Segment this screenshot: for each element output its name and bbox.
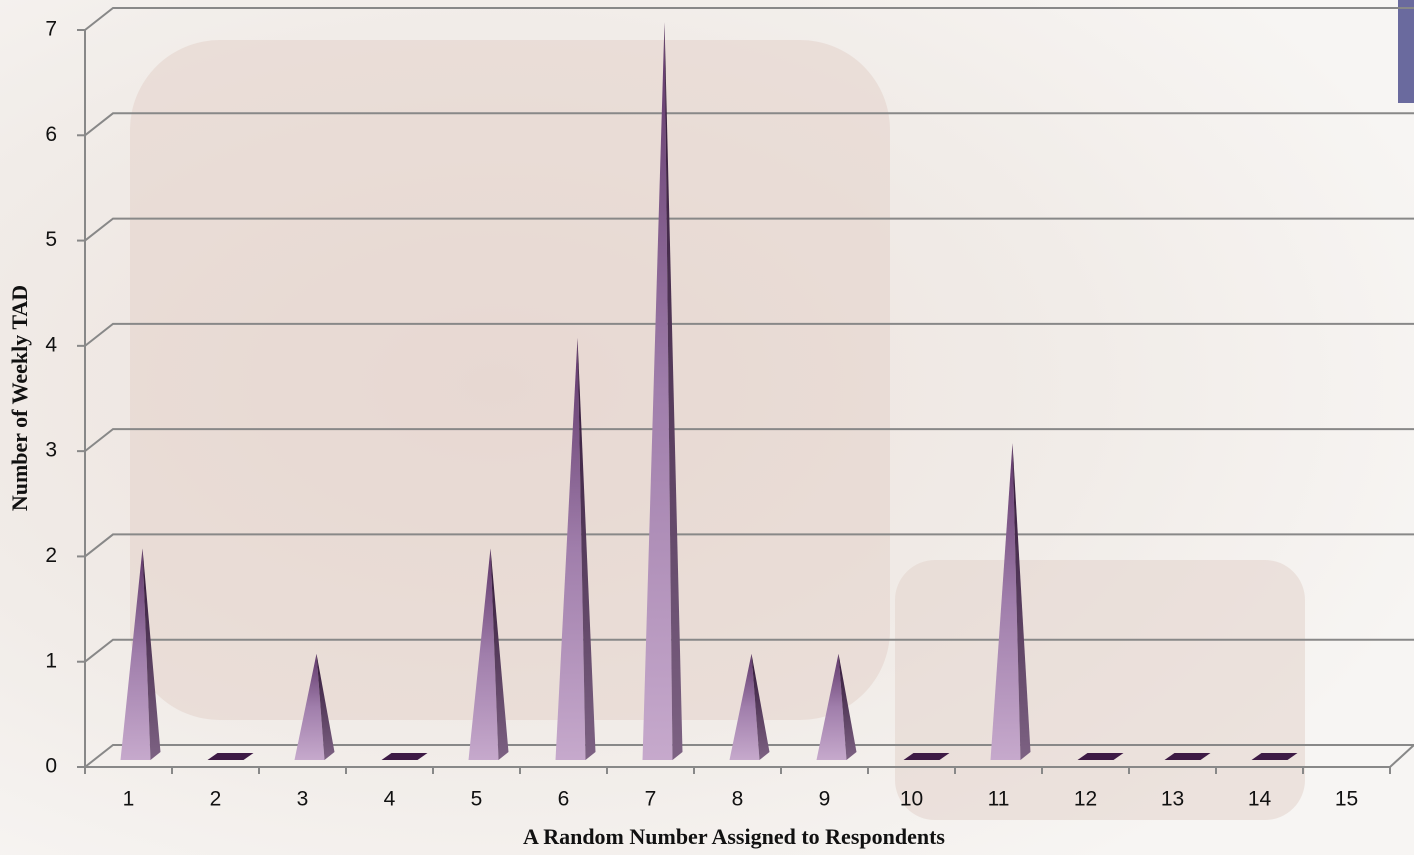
corner-tab: [1398, 0, 1414, 103]
x-tick-label: 7: [645, 788, 657, 811]
bar-face: [555, 337, 586, 760]
bar-face: [577, 337, 596, 760]
y-tick-label: 4: [45, 333, 57, 356]
grid-line: [84, 217, 1414, 242]
bar-flat: [381, 753, 428, 760]
y-tick-label: 2: [45, 544, 57, 567]
y-axis-title: Number of Weekly TAD: [7, 285, 32, 511]
x-tick-label: 6: [558, 788, 570, 811]
grid-line: [84, 322, 1414, 347]
bar-face: [316, 653, 335, 760]
x-tick-label: 12: [1074, 788, 1097, 811]
y-tick-label: 1: [45, 649, 57, 672]
x-tick-label: 9: [819, 788, 831, 811]
bar: [294, 653, 335, 760]
bar: [120, 548, 161, 760]
x-tick-label: 13: [1161, 788, 1184, 811]
x-axis-title: A Random Number Assigned to Respondents: [523, 824, 945, 849]
y-tick-label: 0: [45, 755, 57, 778]
grid-line: [84, 112, 1414, 137]
bar-face: [120, 548, 151, 760]
bar-face: [490, 548, 509, 760]
x-tick-label: 1: [123, 788, 135, 811]
y-tick-label: 7: [45, 18, 57, 41]
bar: [468, 548, 509, 760]
x-tick-label: 5: [471, 788, 483, 811]
x-tick-label: 11: [988, 788, 1010, 811]
bar: [990, 443, 1031, 760]
x-tick-label: 14: [1248, 788, 1272, 811]
x-tick-label: 10: [900, 788, 923, 811]
x-tick-label: 4: [384, 788, 396, 811]
bar-face: [1012, 443, 1031, 760]
grid-line: [84, 533, 1414, 558]
grid-line: [84, 744, 1414, 768]
y-tick-label: 5: [45, 228, 57, 251]
bar: [729, 653, 770, 760]
bar-face: [816, 653, 847, 760]
bar-flat: [1251, 753, 1298, 760]
grid-line: [84, 428, 1414, 452]
bar-face: [751, 653, 770, 760]
bar-flat: [1164, 753, 1211, 760]
bar-face: [642, 22, 673, 760]
bar-face: [664, 22, 683, 760]
x-tick-label: 8: [732, 788, 744, 811]
bar: [555, 337, 596, 760]
x-tick-label: 2: [210, 788, 222, 811]
y-tick-label: 3: [45, 439, 57, 462]
bar-face: [294, 653, 325, 760]
x-tick-label: 3: [297, 788, 309, 811]
bar-flat: [903, 753, 950, 760]
grid-line: [84, 7, 1414, 31]
bar-face: [142, 548, 161, 760]
y-tick-label: 6: [45, 123, 57, 146]
bar-face: [990, 443, 1021, 760]
bar-flat: [207, 753, 254, 760]
bar: [642, 22, 683, 760]
grid-line: [84, 638, 1414, 663]
background-jar: [895, 560, 1305, 820]
bar-face: [838, 653, 857, 760]
x-tick-label: 15: [1335, 788, 1358, 811]
bar-face: [729, 653, 760, 760]
bar-flat: [1077, 753, 1124, 760]
background-bottle: [130, 40, 890, 720]
bar: [816, 653, 857, 760]
bar-face: [468, 548, 499, 760]
